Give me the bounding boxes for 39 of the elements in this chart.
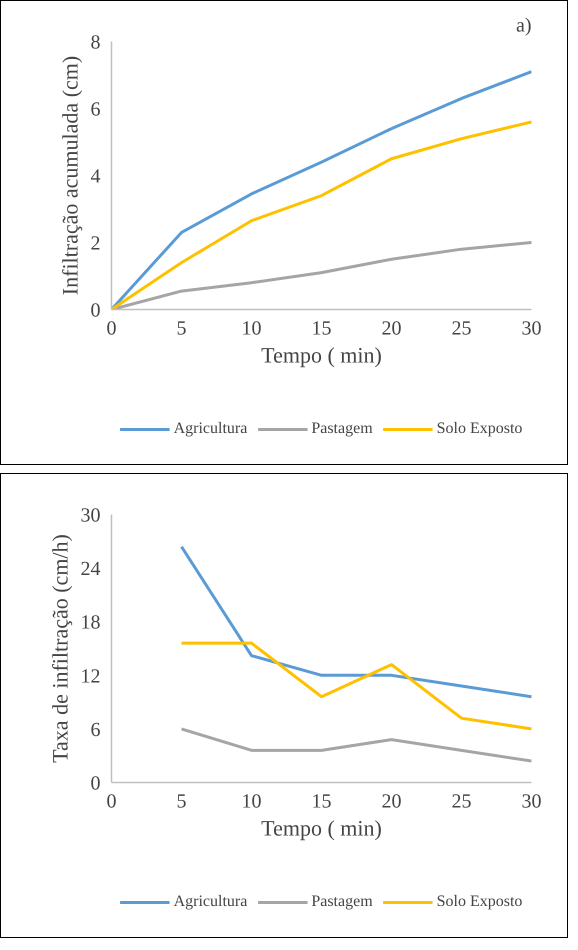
y-tick-label: 4 [90, 166, 100, 188]
x-tick-label: 0 [106, 318, 116, 340]
x-tick-label: 25 [452, 318, 472, 340]
y-tick-label: 0 [90, 772, 100, 794]
legend-label: Agricultura [174, 420, 248, 438]
y-tick-label: 18 [80, 612, 100, 634]
line-series [180, 545, 532, 698]
x-tick-label: 20 [382, 318, 402, 340]
x-tick-label: 15 [312, 790, 332, 812]
x-tick-label: 10 [242, 790, 262, 812]
y-axis-title: Taxa de infiltração (cm/h) [48, 534, 72, 763]
legend-label: Solo Exposto [436, 893, 522, 911]
text: a) [516, 14, 532, 36]
legend-label: Agricultura [174, 893, 248, 911]
line-series [180, 727, 532, 763]
legend-label: Solo Exposto [436, 420, 522, 438]
x-tick-label: 5 [176, 790, 186, 812]
x-tick-label: 15 [312, 318, 332, 340]
line-series [180, 642, 532, 730]
x-tick-label: 0 [106, 790, 116, 812]
legend-label: Pastagem [311, 420, 373, 438]
y-axis-title: Infiltração acumulada (cm) [58, 56, 82, 296]
x-tick-label: 30 [522, 318, 542, 340]
x-tick-label: 10 [242, 318, 262, 340]
y-tick-label: 24 [80, 558, 100, 580]
x-tick-label: 25 [452, 790, 472, 812]
x-tick-label: 5 [176, 318, 186, 340]
y-tick-label: 30 [80, 504, 100, 526]
x-axis-title: Tempo ( min) [261, 816, 382, 840]
legend-label: Pastagem [311, 893, 373, 911]
x-axis-title: Tempo ( min) [261, 342, 382, 368]
y-tick-label: 12 [80, 665, 100, 688]
y-tick-label: 6 [90, 718, 100, 741]
y-tick-label: 8 [90, 32, 100, 54]
x-tick-label: 30 [522, 790, 542, 812]
y-tick-label: 0 [90, 300, 100, 322]
y-tick-label: 2 [90, 232, 100, 254]
x-tick-label: 20 [382, 790, 402, 812]
y-tick-label: 6 [90, 98, 100, 120]
